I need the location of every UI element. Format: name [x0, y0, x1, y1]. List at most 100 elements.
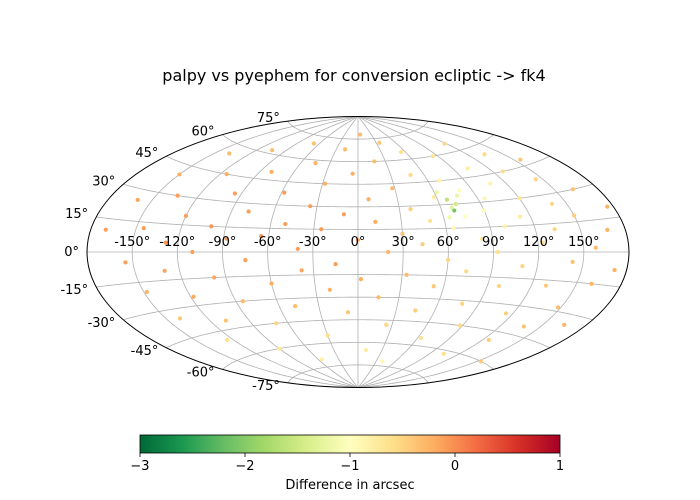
- data-point: [543, 283, 549, 288]
- data-point: [246, 209, 251, 214]
- data-point: [518, 157, 523, 162]
- data-point: [380, 359, 385, 364]
- y-tick-label: 0°: [64, 245, 79, 260]
- data-point: [555, 305, 561, 310]
- data-point: [446, 257, 451, 262]
- y-tick-label: -75°: [252, 379, 280, 394]
- data-point: [612, 267, 617, 273]
- data-point: [376, 295, 381, 300]
- parallel-line: [222, 134, 494, 163]
- data-point: [570, 259, 575, 264]
- data-point: [333, 261, 338, 267]
- data-point: [135, 197, 140, 202]
- data-point: [464, 269, 469, 274]
- data-point: [163, 240, 168, 245]
- data-point: [400, 231, 405, 236]
- data-point: [224, 236, 229, 241]
- data-point: [259, 234, 264, 239]
- parallel-line: [287, 364, 429, 384]
- x-tick-label: 30°: [392, 235, 415, 250]
- data-point: [533, 177, 538, 182]
- y-tick-label: -60°: [187, 365, 215, 380]
- data-point: [404, 272, 409, 277]
- x-tick-label: -60°: [254, 235, 282, 250]
- data-point: [212, 275, 217, 280]
- data-point: [311, 141, 316, 146]
- parallel-line: [123, 296, 593, 321]
- data-point: [384, 322, 389, 327]
- data-point: [502, 224, 507, 229]
- data-point: [319, 227, 324, 232]
- data-point: [465, 166, 470, 171]
- data-point: [589, 281, 594, 286]
- data-point: [363, 347, 369, 353]
- data-point: [295, 246, 300, 252]
- data-point: [481, 208, 487, 213]
- data-point: [428, 218, 433, 224]
- data-point: [282, 190, 287, 195]
- data-point: [225, 337, 230, 342]
- data-point: [319, 357, 324, 362]
- axis-tick-labels: -150° -120° -90° -60° -30° 0° 30° 60° 90° 120° 150…: [60, 111, 599, 394]
- data-point: [437, 178, 442, 183]
- data-point: [593, 245, 598, 250]
- data-point: [240, 299, 245, 304]
- y-tick-label: 45°: [135, 146, 158, 161]
- data-point: [243, 257, 248, 263]
- colorbar-gradient: [139, 434, 561, 454]
- data-point: [457, 323, 463, 328]
- y-tick-label: -30°: [88, 316, 116, 331]
- data-point: [293, 304, 298, 309]
- data-point: [451, 226, 456, 231]
- data-point: [313, 161, 318, 166]
- y-tick-label: 60°: [191, 125, 214, 140]
- parallel-line: [166, 319, 550, 349]
- parallel-line: [96, 274, 620, 288]
- data-point: [373, 219, 378, 224]
- data-point: [431, 284, 436, 289]
- data-point: [177, 316, 183, 321]
- data-point: [366, 197, 371, 202]
- parallel-line: [287, 120, 429, 140]
- data-point: [444, 197, 450, 202]
- y-tick-label: 15°: [65, 207, 88, 222]
- data-point: [223, 318, 228, 323]
- data-point: [327, 287, 332, 292]
- data-point: [605, 204, 610, 209]
- data-point: [482, 196, 487, 201]
- colorbar-tick-label: 0: [451, 459, 459, 474]
- data-points: [103, 132, 617, 364]
- data-point: [191, 294, 196, 299]
- data-point: [479, 236, 485, 241]
- data-point: [355, 237, 361, 243]
- data-point: [503, 311, 509, 316]
- data-point: [552, 227, 557, 232]
- data-point: [103, 227, 108, 232]
- data-point: [408, 172, 413, 178]
- colorbar-tick-label: −1: [340, 459, 359, 474]
- data-point: [413, 308, 418, 313]
- data-point: [496, 283, 501, 289]
- y-tick-label: 75°: [257, 111, 280, 126]
- data-point: [486, 337, 491, 342]
- data-point: [299, 268, 304, 273]
- x-tick-label: 60°: [437, 235, 460, 250]
- data-point: [341, 212, 347, 217]
- data-point: [520, 264, 525, 269]
- data-point: [183, 213, 189, 218]
- colorbar-label: Difference in arcsec: [285, 478, 414, 493]
- data-point: [283, 221, 288, 227]
- data-point: [453, 201, 458, 207]
- data-point: [447, 215, 452, 220]
- data-point: [358, 132, 363, 137]
- x-tick-label: -30°: [299, 235, 327, 250]
- map-frame: [86, 116, 630, 388]
- data-point: [372, 159, 377, 164]
- data-point: [232, 191, 237, 196]
- data-point: [521, 324, 526, 329]
- data-point: [227, 151, 232, 156]
- colorbar-tick-label: −3: [130, 459, 149, 474]
- parallel-line: [96, 216, 620, 230]
- data-point: [408, 207, 413, 212]
- data-point: [482, 152, 487, 157]
